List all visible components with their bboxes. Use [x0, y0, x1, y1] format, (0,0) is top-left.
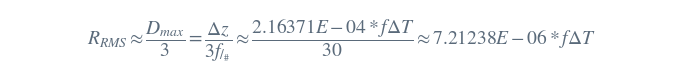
- Text: $R_{RMS} \approx \dfrac{D_{max}}{3} = \dfrac{\Delta z}{3f_{/_{\#}}} \approx \dfr: $R_{RMS} \approx \dfrac{D_{max}}{3} = \d…: [87, 17, 595, 64]
